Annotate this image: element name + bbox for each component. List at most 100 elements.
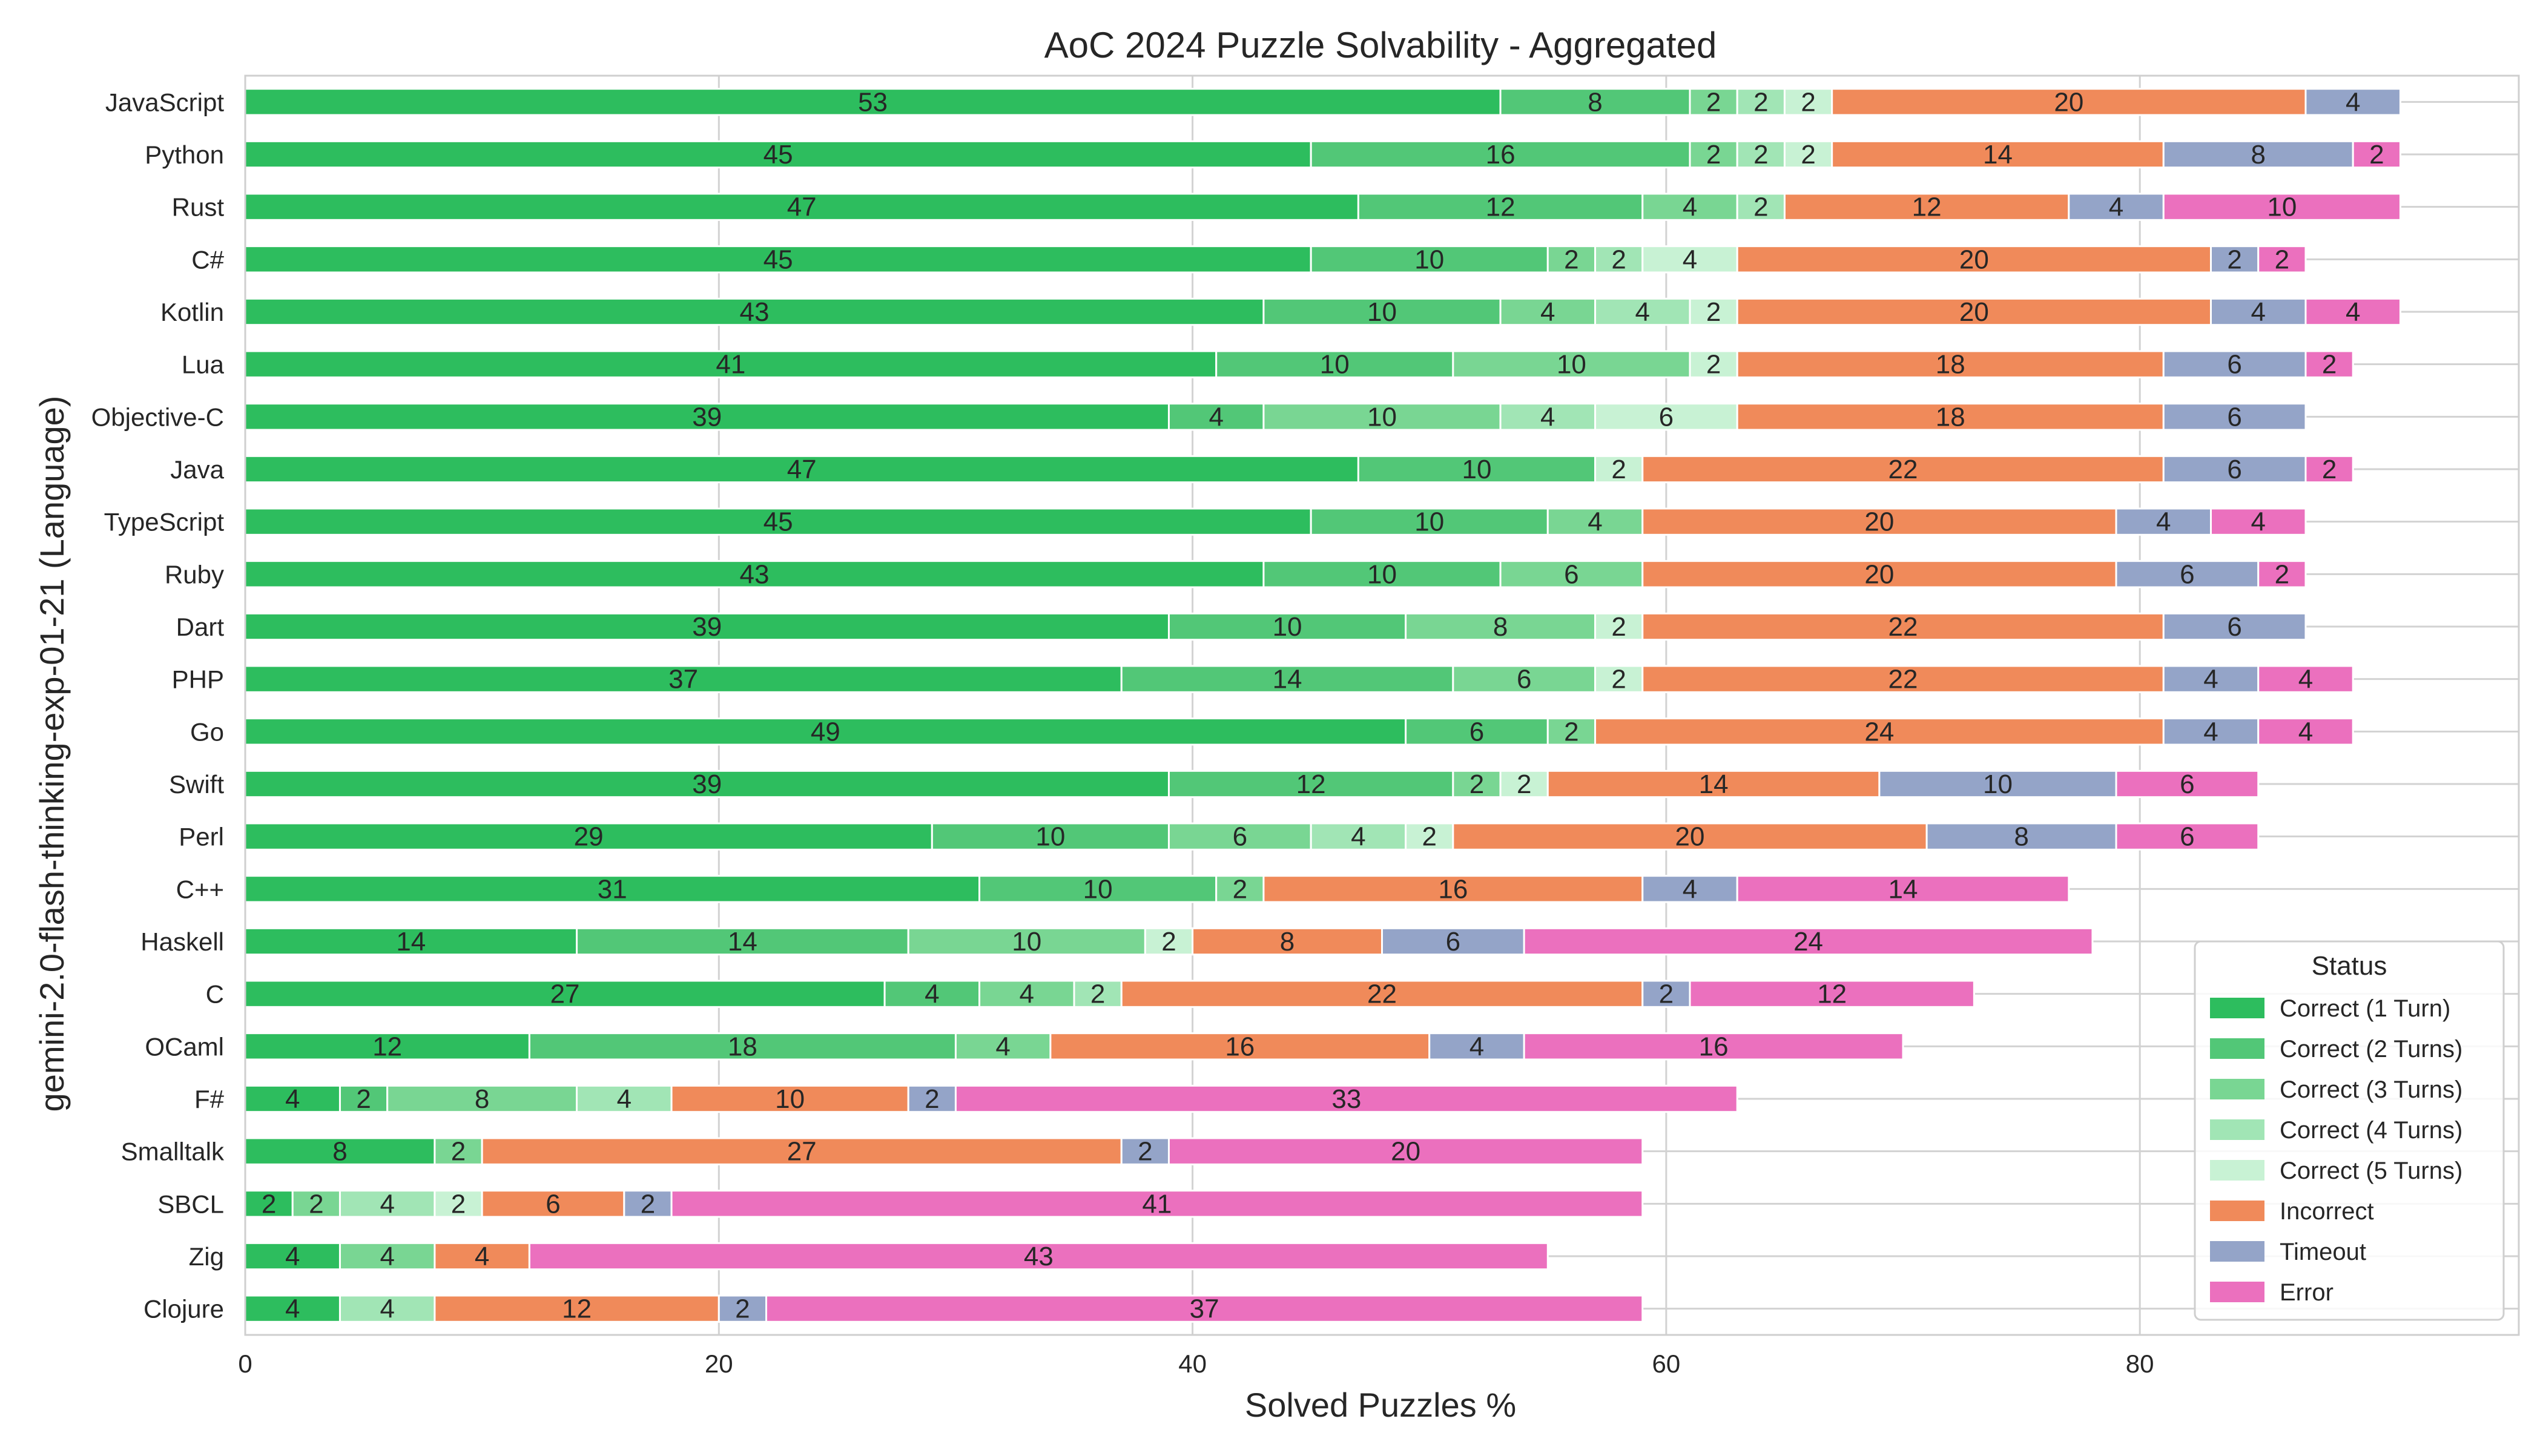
bar-segment [338,1190,436,1218]
bar-value-label: 2 [451,1137,466,1167]
bar-value-label: 37 [1190,1294,1219,1324]
x-tick-label: 0 [238,1349,252,1378]
bar-segment [978,875,1218,903]
x-tick-label: 60 [1652,1349,1681,1378]
bar-value-label: 4 [1588,507,1602,537]
y-axis-title: gemini-2.0-flash-thinking-exp-01-21 (Lan… [33,396,71,1112]
bar-value-label: 10 [1983,769,2013,799]
bar-value-label: 4 [1469,1032,1484,1061]
bar-value-label: 22 [1888,455,1918,484]
bar-value-label: 2 [641,1189,655,1219]
bar-segment [244,245,1312,274]
bar-value-label: 4 [2251,297,2265,327]
legend-label: Timeout [2280,1239,2366,1265]
bar-value-label: 20 [1675,822,1705,852]
bar-value-label: 14 [1983,140,2013,170]
bar-value-label: 20 [2054,87,2083,117]
bar-segment [1878,769,2117,799]
bar-value-label: 31 [598,874,627,904]
bar-value-label: 8 [2251,140,2265,170]
y-tick-label: Perl [179,823,224,851]
bar-segment [1357,455,1597,484]
bar-segment [1310,245,1549,274]
bar-value-label: 6 [1517,665,1531,694]
y-tick-label: Go [190,717,224,746]
bar-segment [1405,822,1454,851]
bar-value-label: 4 [995,1032,1010,1061]
legend-swatch [2210,1079,2264,1099]
bar-value-label: 33 [1331,1084,1361,1114]
bar-segment [244,455,1359,484]
bar-segment [1381,927,1525,956]
y-tick-label: C# [191,245,224,274]
bar-value-label: 4 [925,980,939,1009]
bar-segment [1925,822,2117,851]
legend-swatch [2210,1038,2264,1059]
bar-value-label: 18 [1936,350,1965,380]
bar-value-label: 2 [1138,1137,1152,1167]
bar-segment [1452,822,1928,851]
legend-swatch [2210,1201,2264,1221]
bar-segment [907,1084,957,1113]
bar-segment [1310,507,1549,536]
bar-segment [1262,403,1502,431]
bar-value-label: 4 [2346,87,2360,117]
bar-segment [1641,507,2117,536]
bar-segment [978,980,1075,1008]
bar-segment [2257,717,2354,746]
bar-segment [1167,612,1407,641]
bar-segment [1546,245,1597,274]
bar-value-label: 4 [1020,980,1034,1009]
bar-value-label: 6 [2180,559,2194,589]
bar-value-label: 4 [2203,717,2218,746]
bar-segment [528,1242,1549,1271]
bar-value-label: 2 [1706,350,1721,380]
legend-label: Correct (1 Turn) [2280,995,2450,1022]
bar-segment [1736,350,2165,378]
bar-value-label: 4 [617,1084,632,1114]
bar-value-label: 14 [396,927,426,957]
bar-segment [2304,350,2354,378]
bar-value-label: 14 [728,927,757,957]
bar-value-label: 8 [2014,822,2028,852]
bar-value-label: 12 [1912,193,1942,222]
bar-value-label: 10 [1367,559,1397,589]
bar-value-label: 2 [1233,874,1247,904]
bar-segment [481,1190,625,1218]
bar-segment [1641,193,1738,221]
bar-segment [1594,455,1644,484]
x-tick-labels: 0 20 40 60 80 [238,1349,2154,1378]
legend-swatch [2210,1160,2264,1181]
bar-value-label: 2 [1611,665,1626,694]
y-tick-label: Lua [182,351,225,379]
bar-segment [2162,350,2307,378]
bar-value-label: 8 [1280,927,1295,957]
bar-value-label: 2 [1753,140,1768,170]
bar-value-label: 2 [1801,140,1815,170]
chart-title: AoC 2024 Puzzle Solvability - Aggregated [1044,25,1717,65]
bar-value-label: 4 [475,1242,489,1271]
bar-segment [2304,297,2401,326]
x-tick-label: 80 [2126,1349,2154,1378]
plot-frame [244,74,2520,1336]
bar-segment [1783,88,1833,116]
legend: Status Correct (1 Turn) Correct (2 Turns) C… [2194,940,2505,1321]
legend-swatch [2210,1282,2264,1302]
legend-label: Correct (2 Turns) [2280,1036,2462,1062]
y-tick-label: Zig [189,1242,224,1271]
bar-segment [1049,1032,1431,1061]
bar-value-label: 2 [2322,350,2337,380]
bar-segment [1546,717,1597,746]
bar-value-label: 6 [1469,717,1484,746]
bar-value-label: 4 [2203,665,2218,694]
bar-segment [1641,245,1738,274]
bar-value-label: 8 [332,1137,347,1167]
legend-label: Correct (5 Turns) [2280,1158,2462,1184]
bar-value-label: 6 [1564,559,1578,589]
bar-value-label: 4 [1351,822,1365,852]
bar-value-label: 4 [2298,717,2313,746]
legend-label: Incorrect [2280,1198,2374,1225]
bar-value-label: 2 [1753,193,1768,222]
bar-segment [1736,193,1786,221]
